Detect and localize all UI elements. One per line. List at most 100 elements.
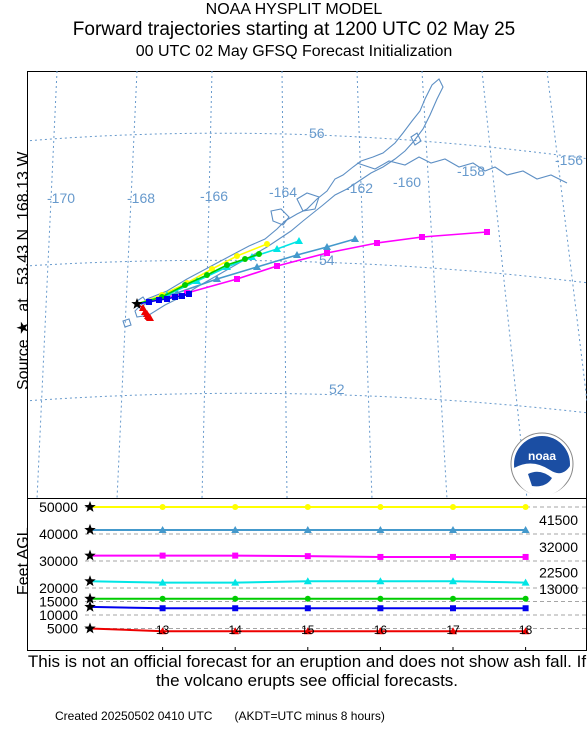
altitude-marker-0-0 (159, 504, 166, 510)
start-height-label: 32000 (539, 539, 578, 555)
trajectory-marker-4-5 (256, 251, 262, 257)
trajectory-marker-2-6 (484, 229, 490, 235)
y-tick-label: 15000 (39, 594, 78, 610)
trajectory-marker-2-2 (274, 263, 280, 269)
altitude-marker-2-2 (304, 553, 311, 560)
trajectory-marker-3-1 (193, 277, 201, 284)
lon-label-166: -166 (200, 188, 228, 204)
altitude-marker-3-3 (376, 577, 385, 585)
lat-label-56: 56 (309, 125, 325, 141)
altitude-marker-6-5 (521, 627, 530, 635)
trajectory-marker-2-1 (234, 276, 240, 282)
altitude-marker-6-2 (303, 627, 312, 635)
forecast-subtitle: 00 UTC 02 May GFSQ Forecast Initializati… (135, 43, 453, 60)
altitude-marker-0-5 (522, 504, 529, 510)
trajectory-marker-1-2 (253, 263, 261, 270)
altitude-marker-6-3 (376, 627, 385, 635)
page-title: Forward trajectories starting at 1200 UT… (72, 19, 516, 40)
start-height-label: 13000 (539, 581, 578, 597)
altitude-start-star-icon (84, 501, 96, 512)
trajectory-paths (131, 229, 490, 321)
lon-label-158: -158 (457, 163, 485, 179)
trajectory-marker-5-1 (156, 297, 162, 303)
trajectory-marker-5-4 (179, 293, 185, 299)
lat-label-52: 52 (329, 381, 345, 397)
trajectory-marker-4-1 (182, 282, 188, 288)
trajectory-marker-3-4 (273, 245, 281, 252)
x-tick-label: 16 (374, 623, 388, 637)
altitude-marker-2-0 (159, 552, 166, 559)
start-height-label: 22500 (539, 565, 578, 581)
altitude-start-star-icon (84, 600, 96, 612)
altitude-marker-0-2 (304, 504, 311, 510)
altitude-marker-1-3 (376, 525, 385, 533)
trajectory-marker-2-5 (419, 234, 425, 240)
altitude-marker-4-5 (522, 595, 529, 602)
altitude-marker-0-1 (232, 504, 239, 510)
altitude-marker-6-1 (231, 627, 240, 635)
trajectory-marker-2-3 (324, 250, 330, 256)
trajectory-marker-1-1 (213, 275, 221, 282)
altitude-start-star-icon (84, 622, 96, 634)
start-height-label: 41500 (539, 512, 578, 528)
trajectory-marker-0-3 (234, 253, 240, 259)
lon-label-162: -162 (345, 180, 373, 196)
trajectory-line-2 (136, 231, 488, 305)
altitude-marker-1-2 (303, 525, 312, 533)
y-tick-label: 30000 (39, 553, 78, 569)
altitude-marker-0-3 (377, 504, 384, 510)
altitude-marker-3-4 (449, 577, 457, 585)
trajectory-line-0 (136, 243, 268, 305)
y-tick-label: 50000 (39, 499, 78, 515)
trajectory-marker-3-5 (295, 237, 303, 244)
altitude-marker-4-3 (377, 595, 384, 602)
trajectory-marker-1-5 (351, 235, 359, 242)
altitude-marker-3-5 (521, 578, 530, 586)
lat-label-54: 54 (319, 252, 335, 268)
trajectory-marker-0-4 (264, 241, 270, 247)
altitude-marker-2-1 (232, 552, 239, 559)
altitude-marker-1-4 (449, 525, 457, 533)
x-tick-label: 17 (446, 623, 460, 637)
noaa-logo-text: noaa (528, 449, 556, 463)
x-tick-label: 18 (519, 623, 533, 637)
y-tick-label: 5000 (47, 621, 78, 637)
noaa-logo: noaa (510, 432, 574, 496)
trajectory-marker-4-3 (224, 262, 230, 268)
altitude-marker-2-3 (377, 553, 384, 560)
altitude-marker-2-4 (450, 553, 456, 560)
altitude-marker-4-0 (159, 595, 166, 602)
altitude-marker-5-1 (232, 605, 239, 612)
trajectory-marker-0-2 (209, 266, 215, 272)
altitude-marker-5-5 (522, 605, 529, 612)
altitude-frame (27, 498, 587, 651)
altitude-marker-5-2 (304, 605, 311, 612)
trajectory-marker-5-2 (164, 296, 170, 302)
trajectory-marker-6-5 (146, 314, 154, 321)
altitude-gridlines (85, 506, 586, 650)
created-timestamp: Created 20250502 0410 UTC (55, 709, 213, 723)
trajectory-map: -170 -168 -166 -164 -162 -160 -158 -156 … (27, 71, 587, 499)
trajectory-marker-5-0 (146, 299, 152, 305)
lon-label-170: -170 (47, 190, 75, 206)
trajectory-marker-2-4 (374, 240, 380, 246)
altitude-start-star-icon (84, 575, 96, 587)
altitude-marker-0-4 (450, 504, 456, 510)
model-title: NOAA HYSPLIT MODEL (205, 1, 383, 18)
altitude-marker-4-4 (450, 595, 456, 602)
x-tick-label: 14 (229, 623, 243, 637)
lon-label-160: -160 (393, 174, 421, 190)
coastline (122, 78, 568, 328)
lon-label-156: -156 (555, 152, 583, 168)
altitude-marker-4-1 (232, 595, 239, 602)
altitude-marker-3-1 (231, 578, 240, 586)
altitude-marker-3-2 (303, 577, 312, 585)
x-tick-label: 13 (156, 623, 170, 637)
altitude-marker-5-4 (450, 605, 456, 612)
altitude-series (84, 501, 530, 635)
trajectory-marker-5-3 (172, 294, 178, 300)
trajectory-marker-4-4 (242, 256, 248, 262)
source-star-icon (131, 298, 143, 309)
lon-label-168: -168 (127, 190, 155, 206)
